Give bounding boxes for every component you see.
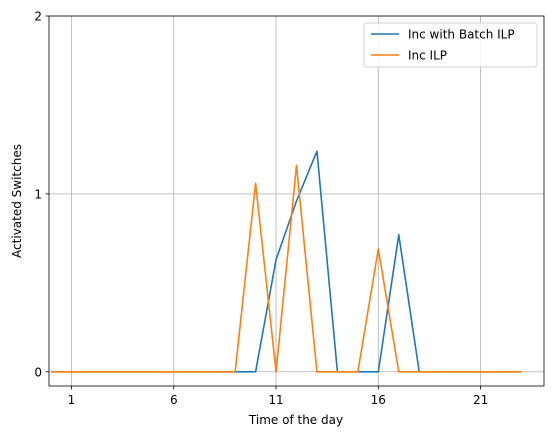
x-tick-label-2: 11 xyxy=(268,393,283,407)
series-group xyxy=(51,150,522,373)
x-tick-label-4: 21 xyxy=(473,393,488,407)
legend: Inc with Batch ILP Inc ILP xyxy=(363,22,538,68)
legend-box xyxy=(363,22,538,68)
plot-frame xyxy=(48,15,545,387)
y-axis-label: Activated Switches xyxy=(10,144,24,258)
x-tick-label-1: 6 xyxy=(170,393,178,407)
x-axis-label: Time of the day xyxy=(248,413,343,427)
series-line-1 xyxy=(51,164,522,373)
y-tick-label-0: 0 xyxy=(34,365,42,379)
legend-label-0: Inc with Batch ILP xyxy=(408,28,515,42)
y-tick-label-1: 1 xyxy=(34,187,42,201)
x-tick-label-3: 16 xyxy=(371,393,386,407)
legend-label-1: Inc ILP xyxy=(408,49,447,63)
y-tick-label-2: 2 xyxy=(34,10,42,24)
x-tick-label-0: 1 xyxy=(68,393,76,407)
